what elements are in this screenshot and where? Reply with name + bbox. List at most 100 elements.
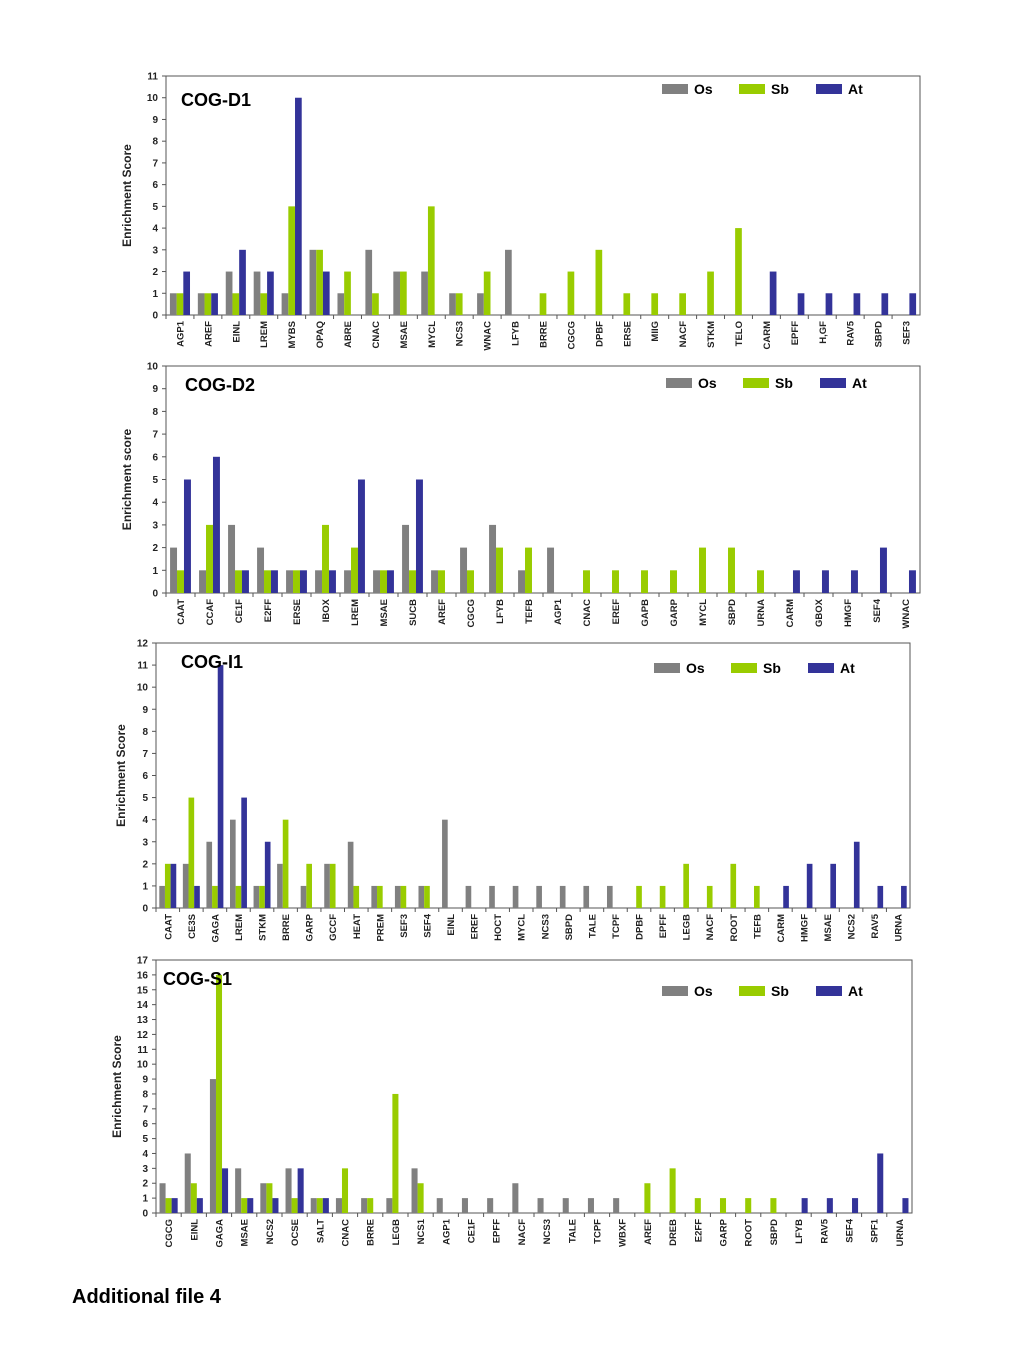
y-tick-label: 11	[147, 72, 158, 83]
bar-sb	[757, 570, 764, 593]
y-tick-label: 10	[147, 362, 159, 373]
bar-sb	[288, 206, 296, 315]
x-tick-label: E2FF	[263, 599, 274, 622]
bar-os	[386, 1198, 393, 1213]
bar-at	[853, 293, 861, 315]
x-tick-label: HMGF	[799, 914, 810, 942]
y-tick-label: 15	[137, 985, 149, 996]
bar-at	[264, 841, 271, 908]
bar-sb	[683, 863, 689, 908]
chart-title: COG-S1	[163, 969, 232, 989]
x-tick-label: SPF1	[870, 1218, 881, 1242]
legend-swatch-sb	[739, 986, 765, 996]
legend-label: Sb	[763, 660, 781, 676]
y-tick-label: 8	[142, 727, 148, 738]
bar-sb	[455, 293, 463, 315]
y-tick-label: 4	[142, 815, 148, 826]
bar-os	[260, 1183, 267, 1213]
bar-sb	[259, 885, 265, 908]
y-tick-label: 7	[152, 158, 158, 169]
x-tick-label: TALE	[587, 914, 598, 938]
y-tick-label: 3	[152, 245, 158, 256]
bar-sb	[483, 271, 491, 315]
x-tick-label: LFYB	[511, 321, 522, 346]
chart-panel: 0 1 2 3 4 5 6 7 8 9 10 11 Enrichment Score AGP1 AREF EI…	[120, 72, 921, 351]
x-tick-label: GARP	[305, 913, 316, 941]
x-tick-label: MSAE	[399, 321, 410, 348]
y-tick-label: 16	[137, 970, 149, 981]
x-tick-label: CARM	[776, 914, 787, 943]
bar-sb	[409, 570, 416, 593]
bar-at	[322, 271, 330, 315]
y-tick-label: 9	[142, 705, 148, 716]
x-tick-label: SEF4	[872, 598, 883, 622]
y-tick-label: 4	[152, 224, 158, 235]
bar-os	[206, 841, 213, 908]
bar-os	[225, 271, 233, 315]
bar-os	[402, 524, 410, 593]
x-tick-label: NCS3	[542, 1219, 553, 1244]
y-tick-label: 3	[142, 1164, 148, 1175]
legend-label: Sb	[771, 983, 789, 999]
y-tick-label: 2	[152, 267, 158, 278]
bar-os	[537, 1198, 544, 1213]
bar-sb	[567, 271, 575, 315]
y-tick-label: 7	[142, 1104, 148, 1115]
bar-os	[536, 885, 542, 908]
x-tick-label: CGCG	[566, 321, 577, 350]
x-tick-label: MSAE	[240, 1219, 251, 1246]
x-tick-label: MYCL	[427, 321, 438, 348]
bar-sb	[770, 1198, 777, 1213]
x-tick-label: MYCL	[517, 914, 528, 941]
x-tick-label: WNAC	[901, 599, 912, 629]
bar-os	[300, 885, 307, 908]
x-tick-label: CAAT	[163, 914, 174, 940]
bar-sb	[190, 1183, 197, 1213]
y-tick-label: 3	[152, 520, 158, 531]
y-tick-label: 1	[152, 566, 158, 577]
x-tick-label: MSAE	[379, 599, 390, 626]
y-tick-label: 9	[142, 1075, 148, 1086]
x-tick-label: MIIG	[650, 321, 661, 342]
y-tick-label: 2	[142, 859, 148, 870]
x-tick-label: STKM	[706, 321, 717, 348]
y-tick-label: 13	[137, 1015, 149, 1026]
x-tick-label: CNAC	[371, 321, 382, 349]
x-tick-label: E2FF	[693, 1219, 704, 1242]
bar-sb	[177, 570, 184, 593]
y-tick-label: 10	[137, 1060, 149, 1071]
y-tick-label: 4	[142, 1149, 148, 1160]
y-tick-label: 10	[147, 93, 159, 104]
bar-at	[272, 1198, 279, 1213]
bar-os	[170, 547, 178, 593]
x-tick-label: H,GF	[818, 321, 829, 344]
legend: Os Sb At	[662, 983, 863, 999]
x-tick-label: LFYB	[794, 1219, 805, 1244]
bar-os	[505, 249, 512, 315]
bar-at	[241, 797, 247, 908]
bar-os	[229, 819, 236, 908]
y-axis-label: Enrichment score	[120, 428, 134, 530]
bar-os	[184, 1153, 191, 1213]
bar-at	[881, 293, 889, 315]
x-tick-label: SUCB	[408, 599, 419, 626]
x-tick-label: GAPB	[640, 599, 651, 627]
legend-label: At	[840, 660, 855, 676]
x-tick-label: LREM	[234, 914, 245, 941]
x-tick-label: URNA	[894, 914, 905, 942]
bar-at	[241, 570, 249, 593]
bar-os	[253, 885, 260, 908]
y-tick-label: 14	[137, 1000, 149, 1011]
bar-os	[281, 293, 289, 315]
bar-at	[357, 479, 365, 593]
bar-sb	[316, 249, 323, 315]
bar-sb	[380, 570, 387, 593]
x-tick-label: GBOX	[814, 598, 825, 627]
x-tick-label: WNAC	[483, 321, 494, 351]
bar-os	[411, 1168, 418, 1213]
bar-os	[337, 293, 345, 315]
bar-at	[247, 1198, 254, 1213]
bar-at	[769, 271, 777, 315]
bar-sb	[353, 885, 360, 908]
